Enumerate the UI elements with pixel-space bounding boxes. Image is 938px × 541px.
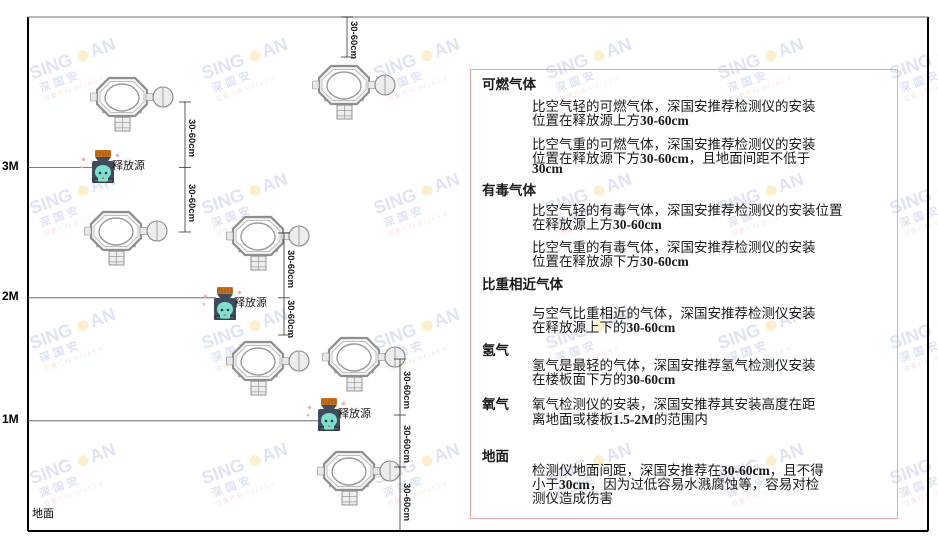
svg-text:30-60cm: 30-60cm <box>401 371 412 409</box>
svg-text:30-60cm: 30-60cm <box>401 483 412 521</box>
svg-text:30-60cm: 30-60cm <box>348 21 359 59</box>
svg-text:30-60cm: 30-60cm <box>186 119 197 157</box>
svg-text:30-60cm: 30-60cm <box>186 184 197 222</box>
svg-text:30-60cm: 30-60cm <box>401 425 412 463</box>
svg-text:30-60cm: 30-60cm <box>285 250 296 288</box>
svg-text:30-60cm: 30-60cm <box>285 300 296 338</box>
